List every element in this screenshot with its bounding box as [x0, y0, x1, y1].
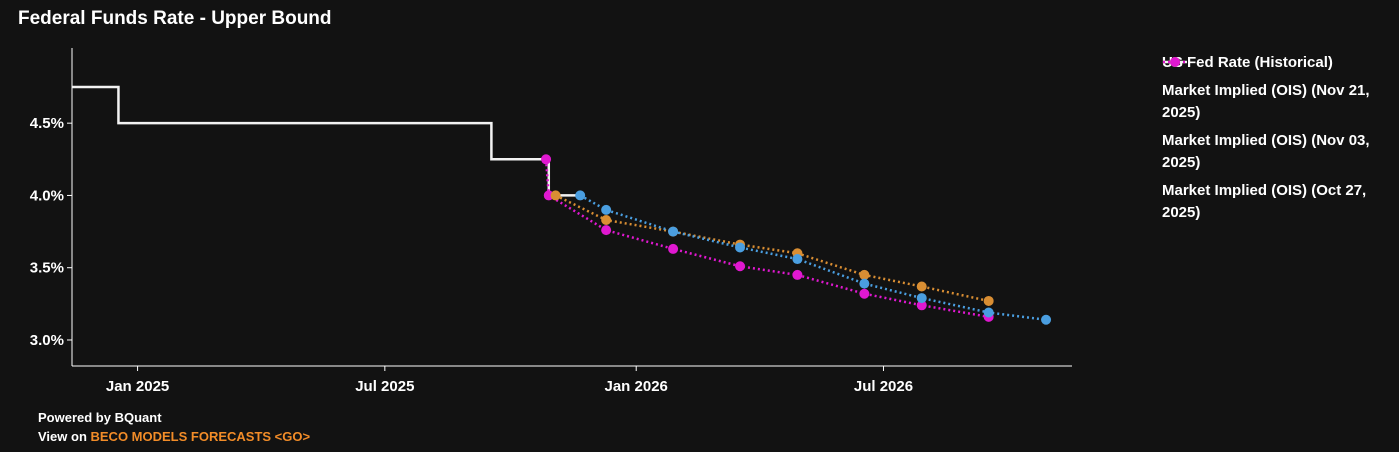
legend-label: Market Implied (OIS) (Nov 03, 2025): [1162, 132, 1370, 171]
y-tick-label: 4.5%: [30, 115, 64, 132]
x-tick-label: Jul 2026: [854, 378, 913, 395]
data-point: [601, 215, 612, 226]
legend-marker: [1170, 57, 1180, 67]
legend-label: Market Implied (OIS) (Nov 21, 2025): [1162, 82, 1370, 121]
series-line: [555, 194, 989, 303]
y-tick-label: 3.0%: [30, 332, 64, 349]
data-point: [668, 243, 679, 254]
data-point: [735, 261, 746, 272]
y-tick-label: 4.0%: [30, 187, 64, 204]
data-point: [859, 288, 870, 299]
footer-prefix: View on: [38, 429, 91, 444]
x-tick-label: Jan 2025: [106, 378, 169, 395]
series-line: [72, 85, 581, 197]
data-point: [792, 269, 803, 280]
footer-line: View on BECO MODELS FORECASTS <GO>: [38, 429, 310, 444]
data-point: [543, 190, 554, 201]
x-tick-label: Jan 2026: [605, 378, 668, 395]
data-point: [735, 242, 746, 253]
data-point: [575, 190, 586, 201]
footer-link[interactable]: BECO MODELS FORECASTS <GO>: [90, 429, 311, 444]
legend-swatch: [1163, 57, 1187, 67]
chart-title: Federal Funds Rate - Upper Bound: [18, 8, 332, 29]
data-point: [859, 269, 870, 280]
footer-line: Powered by BQuant: [38, 410, 162, 425]
data-point: [668, 226, 679, 237]
legend-item[interactable]: Market Implied (OIS) (Oct 27, 2025): [1162, 57, 1398, 224]
legend: US Fed Rate (Historical) Market Implied (…: [1162, 52, 1398, 230]
data-point: [916, 300, 927, 311]
x-tick-label: Jul 2025: [355, 378, 414, 395]
data-point: [792, 254, 803, 265]
legend-item[interactable]: Market Implied (OIS) (Nov 03, 2025): [1162, 57, 1398, 174]
legend-label: Market Implied (OIS) (Oct 27, 2025): [1162, 182, 1367, 221]
data-point: [550, 190, 561, 201]
legend-label: US Fed Rate (Historical): [1162, 54, 1333, 71]
data-point: [1041, 314, 1052, 325]
data-point: [601, 225, 612, 236]
y-tick-label: 3.5%: [30, 260, 64, 277]
data-point: [916, 281, 927, 292]
data-point: [983, 295, 994, 306]
data-point: [601, 204, 612, 215]
data-point: [983, 307, 994, 318]
chart: Federal Funds Rate - Upper Bound 3.0% 3.5…: [18, 8, 1072, 395]
data-point: [916, 293, 927, 304]
data-point: [859, 278, 870, 289]
legend-item[interactable]: Market Implied (OIS) (Nov 21, 2025): [1162, 57, 1398, 124]
data-point: [541, 154, 552, 165]
legend-item[interactable]: US Fed Rate (Historical): [1162, 52, 1398, 74]
